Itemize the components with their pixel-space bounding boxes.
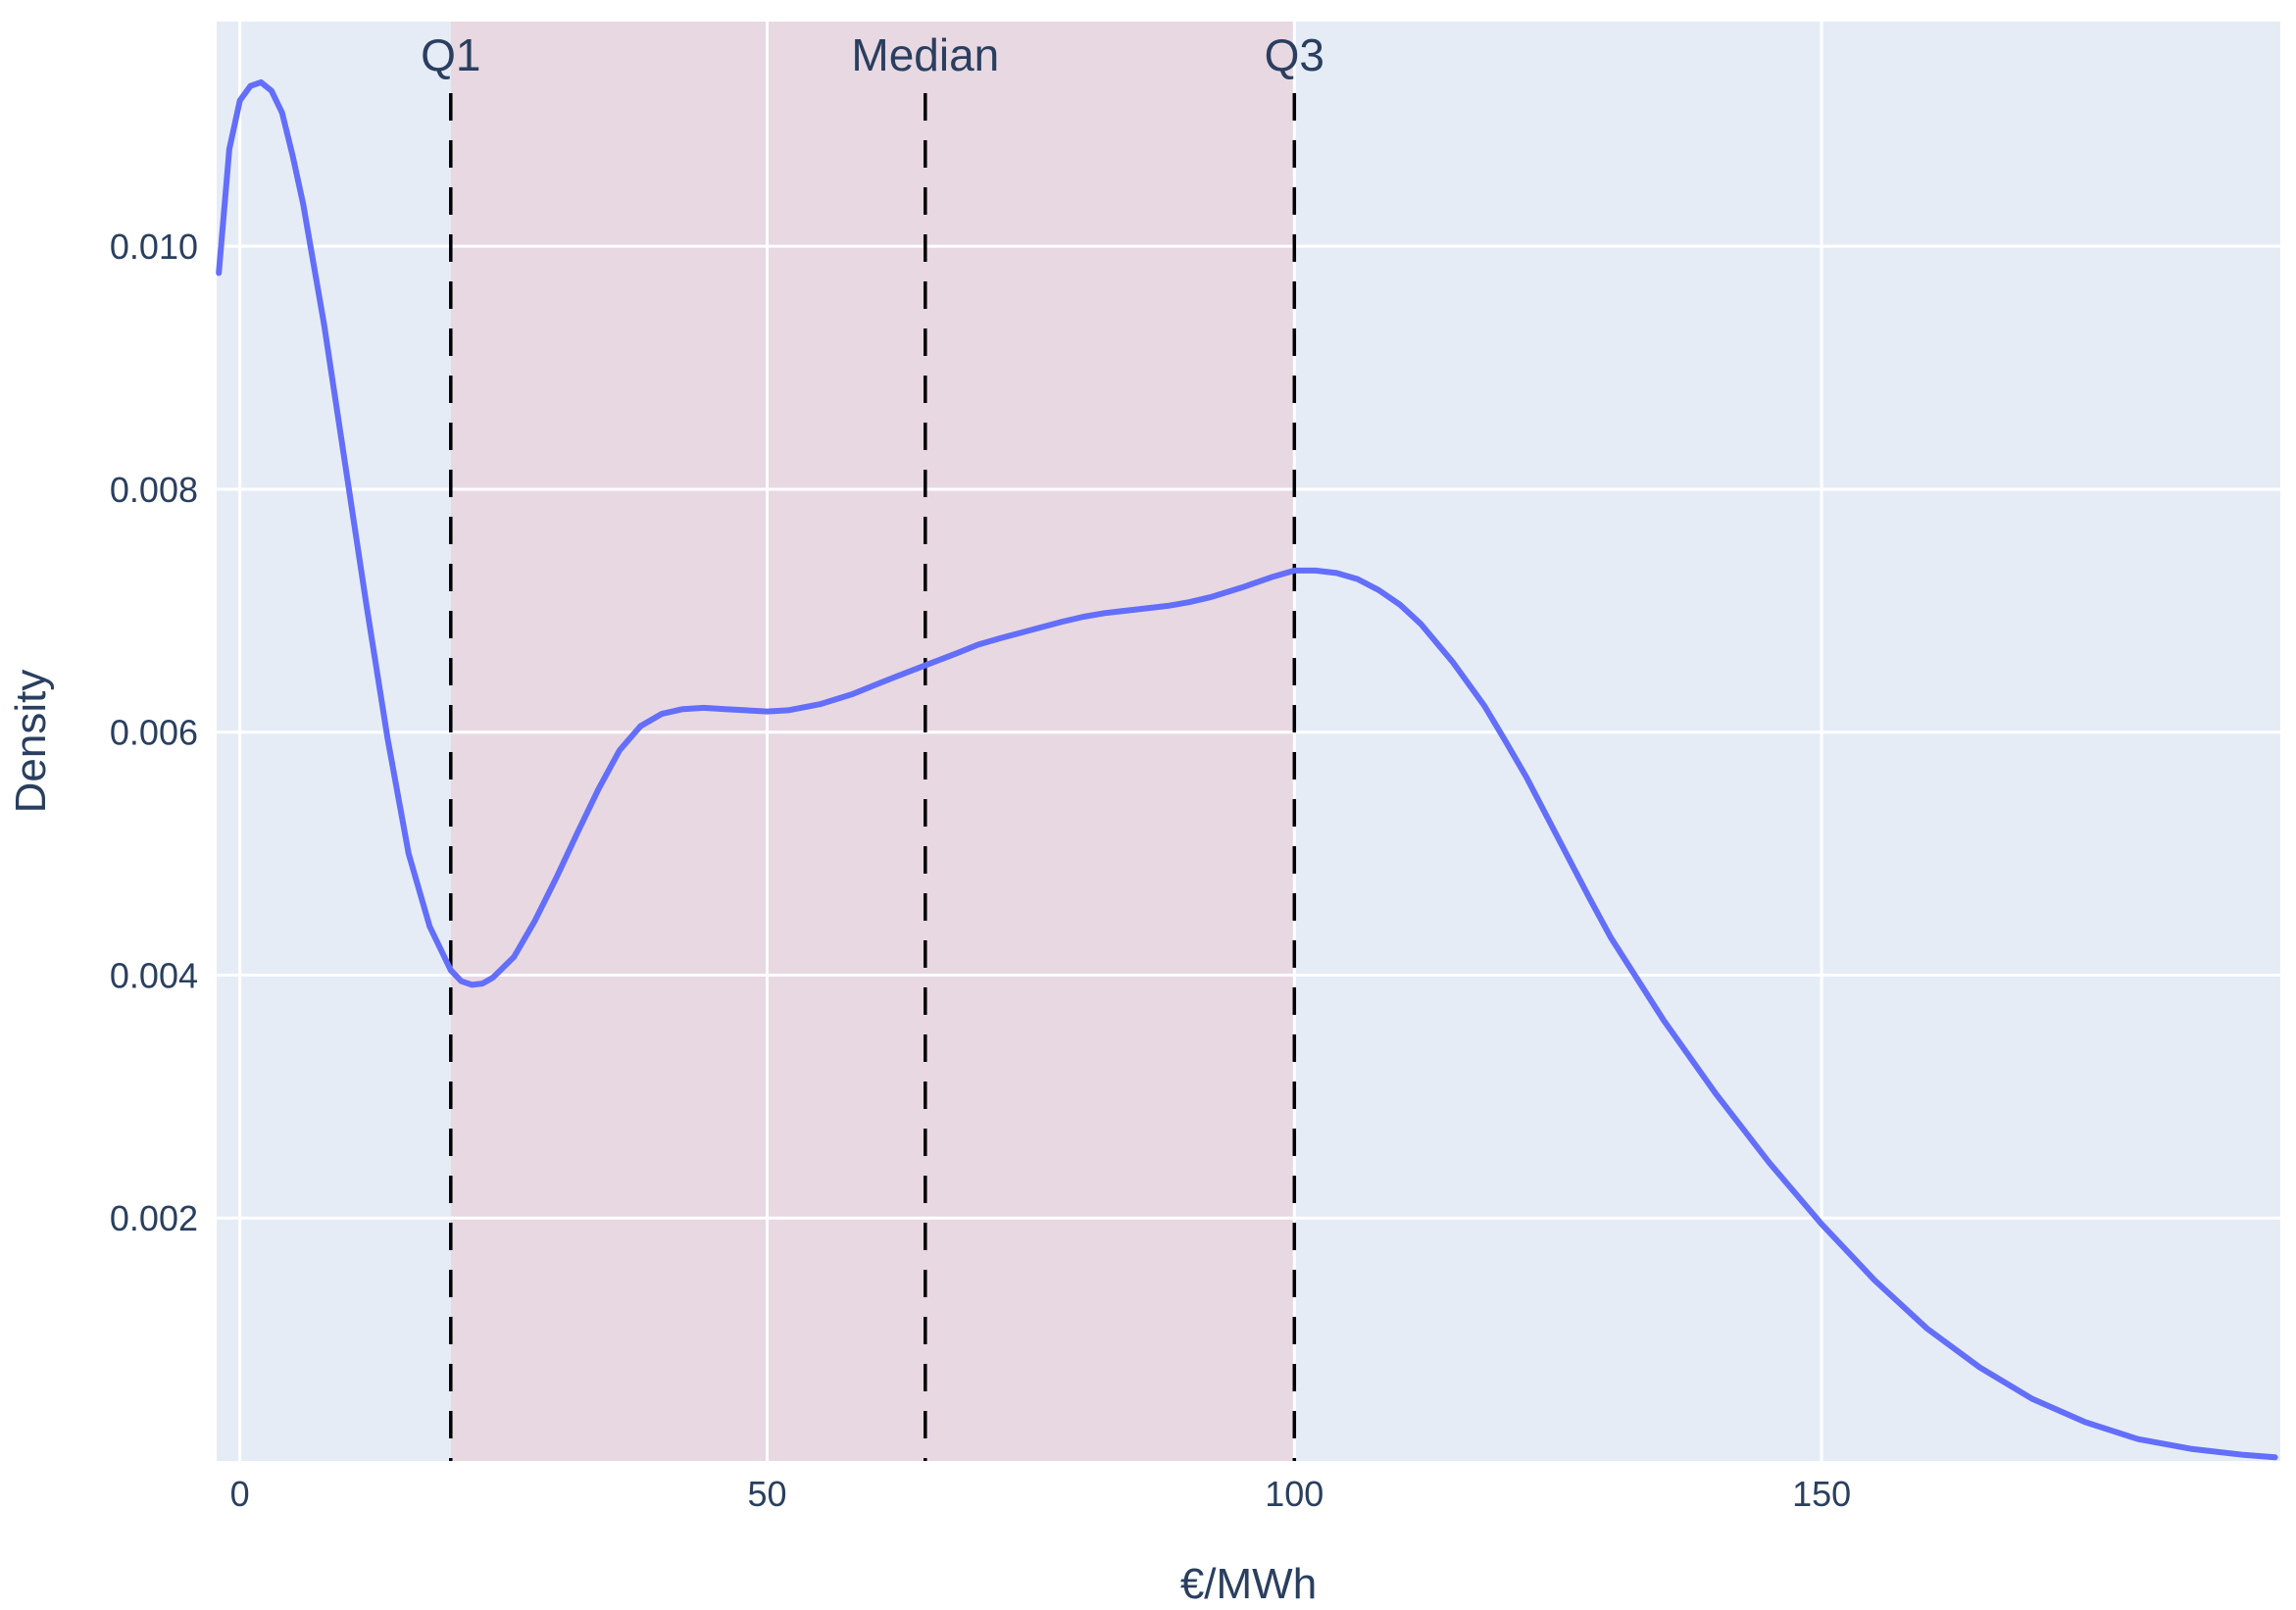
x-tick-label: 150 <box>1792 1474 1851 1514</box>
x-tick-label: 0 <box>230 1474 250 1514</box>
quartile-reference-lines <box>449 93 1297 1461</box>
annotation-q3: Q3 <box>1265 29 1324 80</box>
density-line <box>216 78 2278 1461</box>
x-axis-title: €/MWh <box>1180 1560 1317 1605</box>
x-tick-label: 50 <box>747 1474 786 1514</box>
y-tick-label: 0.004 <box>110 955 198 995</box>
annotation-q1: Q1 <box>421 29 480 80</box>
y-tick-label: 0.002 <box>110 1198 198 1238</box>
quartile-annotations: Q1 Median Q3 <box>421 29 1324 80</box>
x-tick-label: 100 <box>1265 1474 1323 1514</box>
y-tick-label: 0.008 <box>110 470 198 510</box>
axis-tick-labels: 0 50 100 150 0.002 0.004 0.006 0.008 0.010 <box>110 226 1851 1514</box>
annotation-median: Median <box>851 29 999 80</box>
y-tick-label: 0.010 <box>110 226 198 267</box>
y-axis-title: Density <box>7 670 55 814</box>
y-tick-label: 0.006 <box>110 713 198 753</box>
density-series <box>216 78 2278 1461</box>
iqr-shaded-band <box>450 22 1295 1461</box>
